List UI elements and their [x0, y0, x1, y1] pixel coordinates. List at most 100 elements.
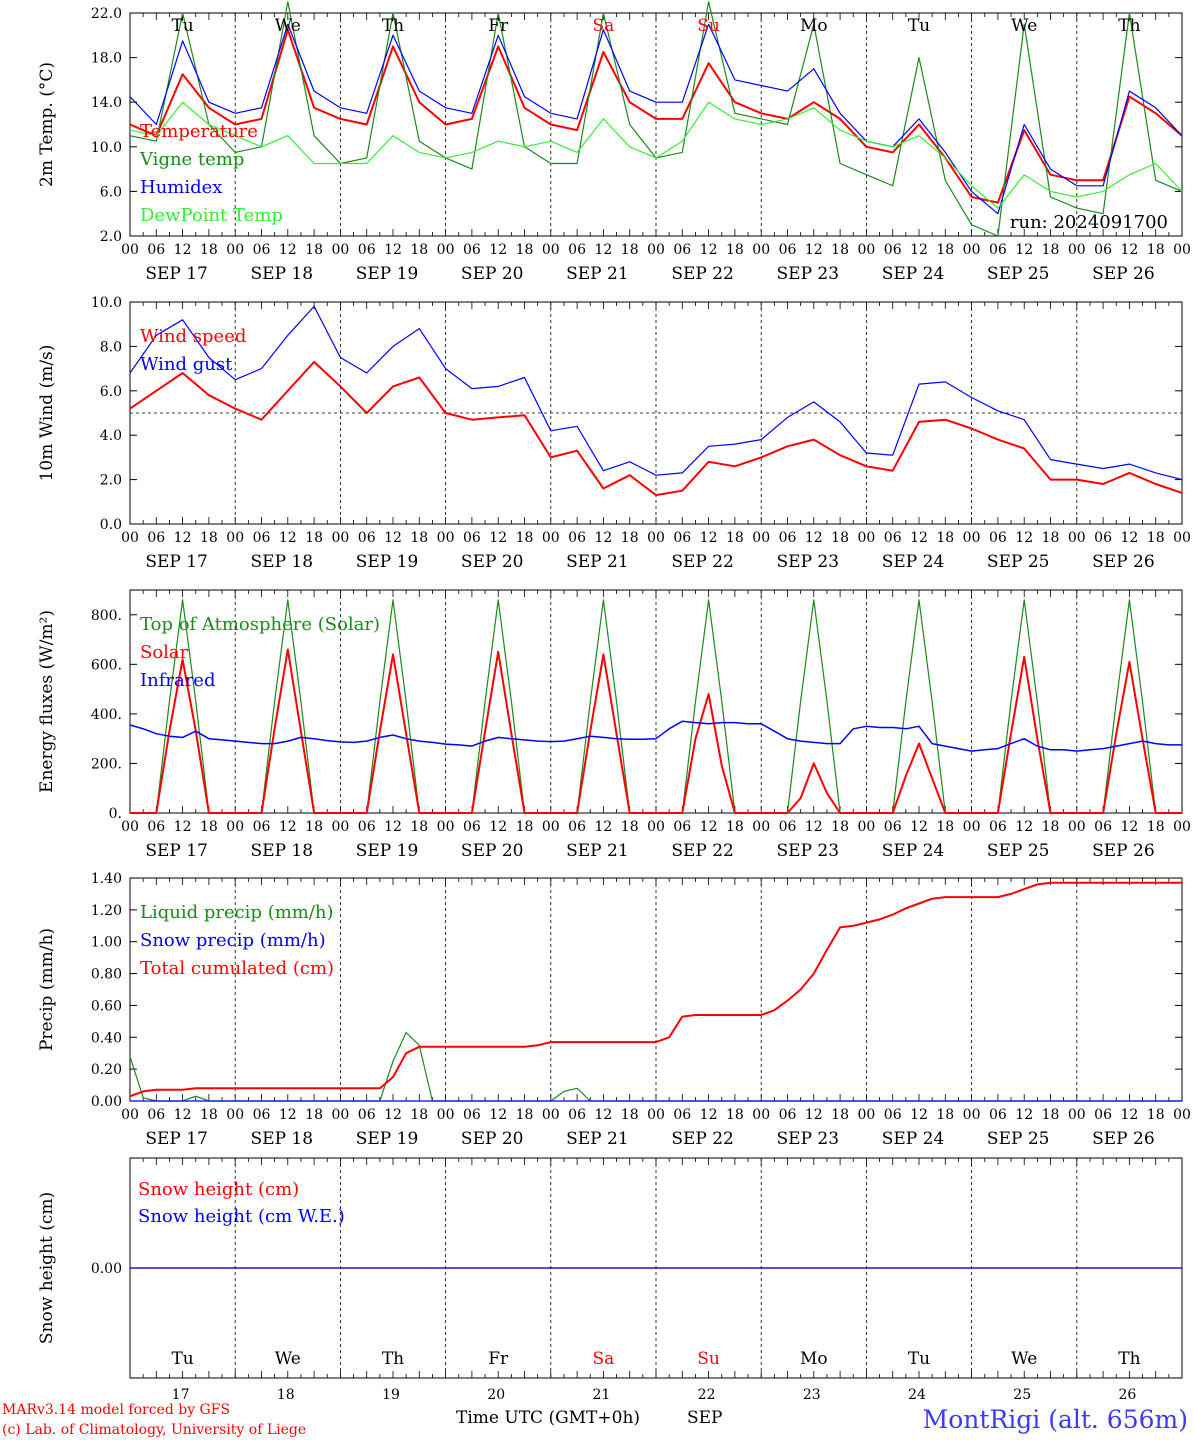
precip-hour-label: 00 [331, 1107, 349, 1123]
temp-hour-label: 12 [174, 242, 192, 258]
energy-y-tick-label: 200. [91, 756, 122, 772]
precip-y-tick-label: 1.00 [91, 935, 122, 951]
temp-hour-label: 00 [331, 242, 349, 258]
precip-y-tick-label: 1.20 [91, 903, 122, 919]
precip-hour-label: 12 [910, 1107, 928, 1123]
wind-hour-label: 18 [1042, 530, 1060, 546]
credit-line-2: (c) Lab. of Climatology, University of L… [2, 1422, 306, 1438]
wind-y-axis-title: 10m Wind (m/s) [37, 345, 57, 482]
precip-date-label: SEP 26 [1092, 1129, 1155, 1149]
wind-hour-label: 06 [989, 530, 1007, 546]
precip-y-tick-label: 0.60 [91, 998, 122, 1014]
snow-legend-entry: Snow height (cm W.E.) [138, 1206, 345, 1227]
precip-hour-label: 00 [121, 1107, 139, 1123]
wind-y-tick-label: 4.0 [100, 428, 122, 444]
wind-date-label: SEP 26 [1092, 552, 1155, 572]
wind-hour-label: 00 [857, 530, 875, 546]
wind-hour-label: 18 [621, 530, 639, 546]
snow-legend-entry: Snow height (cm) [138, 1179, 299, 1200]
month-label: SEP [687, 1408, 723, 1428]
day-of-week-label: Su [697, 16, 720, 36]
energy-date-label: SEP 19 [356, 841, 419, 861]
temp-date-label: SEP 19 [356, 264, 419, 284]
energy-hour-label: 06 [463, 819, 481, 835]
temp-panel: 2.0 6.0 10.0 14.0 18.0 22.0 2m Temp. (°C) Tempe… [37, 1, 1191, 284]
precip-hour-label: 00 [752, 1107, 770, 1123]
energy-hour-label: 12 [174, 819, 192, 835]
wind-hour-label: 12 [910, 530, 928, 546]
precip-hour-label: 06 [884, 1107, 902, 1123]
wind-hour-label: 00 [542, 530, 560, 546]
temp-y-tick-label: 14.0 [91, 95, 122, 111]
energy-hour-label: 12 [384, 819, 402, 835]
temp-hour-label: 00 [437, 242, 455, 258]
precip-x-ticks [129, 878, 1183, 1101]
temp-hour-label: 00 [226, 242, 244, 258]
precip-date-label: SEP 18 [251, 1129, 314, 1149]
precip-hour-label: 06 [358, 1107, 376, 1123]
precip-hour-label: 12 [279, 1107, 297, 1123]
temp-hour-label: 00 [1173, 242, 1191, 258]
temp-legend-entry: Vigne temp [139, 149, 244, 170]
energy-hour-label: 06 [1094, 819, 1112, 835]
day-number-label: 18 [277, 1387, 295, 1403]
temp-hour-label: 06 [884, 242, 902, 258]
precip-date-label: SEP 23 [777, 1129, 840, 1149]
precip-hour-label: 06 [989, 1107, 1007, 1123]
precip-hour-label: 06 [147, 1107, 165, 1123]
temp-date-label: SEP 23 [777, 264, 840, 284]
temp-hour-label: 12 [1120, 242, 1138, 258]
precip-hour-label: 12 [805, 1107, 823, 1123]
wind-hour-label: 00 [226, 530, 244, 546]
wind-hour-label: 00 [1173, 530, 1191, 546]
wind-hour-label: 12 [174, 530, 192, 546]
energy-hour-label: 18 [516, 819, 534, 835]
wind-hour-label: 12 [279, 530, 297, 546]
wind-hour-label: 18 [831, 530, 849, 546]
energy-date-label: SEP 24 [882, 841, 945, 861]
day-of-week-label: We [275, 16, 301, 36]
energy-y-tick-label: 0. [109, 806, 122, 822]
wind-hour-label: 06 [884, 530, 902, 546]
energy-hour-label: 12 [700, 819, 718, 835]
wind-hour-label: 12 [1015, 530, 1033, 546]
wind-hour-label: 00 [963, 530, 981, 546]
precip-hour-label: 06 [253, 1107, 271, 1123]
temp-hour-label: 12 [279, 242, 297, 258]
wind-hour-label: 06 [463, 530, 481, 546]
wind-hour-label: 12 [594, 530, 612, 546]
energy-hour-label: 00 [857, 819, 875, 835]
wind-date-label: SEP 19 [356, 552, 419, 572]
energy-legend-entry: Top of Atmosphere (Solar) [140, 614, 380, 635]
temp-y-tick-label: 10.0 [91, 140, 122, 156]
temp-hour-label: 00 [121, 242, 139, 258]
energy-date-label: SEP 20 [461, 841, 524, 861]
run-annotation: run: 2024091700 [1010, 212, 1168, 233]
energy-date-label: SEP 26 [1092, 841, 1155, 861]
energy-date-label: SEP 21 [566, 841, 629, 861]
precip-hour-label: 12 [489, 1107, 507, 1123]
precip-date-label: SEP 22 [671, 1129, 734, 1149]
precip-hour-label: 12 [700, 1107, 718, 1123]
wind-y-tick-label: 6.0 [100, 384, 122, 400]
precip-date-label: SEP 25 [987, 1129, 1050, 1149]
temp-hour-label: 12 [384, 242, 402, 258]
precip-hour-label: 18 [1042, 1107, 1060, 1123]
energy-series-line [129, 720, 1182, 752]
day-of-week-label: Tu [908, 1349, 930, 1369]
wind-hour-label: 12 [384, 530, 402, 546]
precip-hour-label: 18 [410, 1107, 428, 1123]
energy-hour-label: 18 [726, 819, 744, 835]
precip-y-tick-label: 0.00 [91, 1094, 122, 1110]
day-of-week-label: Th [382, 16, 404, 36]
temp-y-axis-title: 2m Temp. (°C) [37, 62, 57, 187]
temp-hour-label: 00 [542, 242, 560, 258]
temp-series-line [129, 101, 1183, 209]
temp-date-label: SEP 20 [461, 264, 524, 284]
precip-hour-label: 00 [1068, 1107, 1086, 1123]
wind-y-tick-label: 0.0 [100, 517, 122, 533]
day-of-week-label: Sa [593, 1349, 615, 1369]
temp-hour-label: 06 [1094, 242, 1112, 258]
wind-hour-label: 00 [1068, 530, 1086, 546]
temp-date-label: SEP 21 [566, 264, 629, 284]
